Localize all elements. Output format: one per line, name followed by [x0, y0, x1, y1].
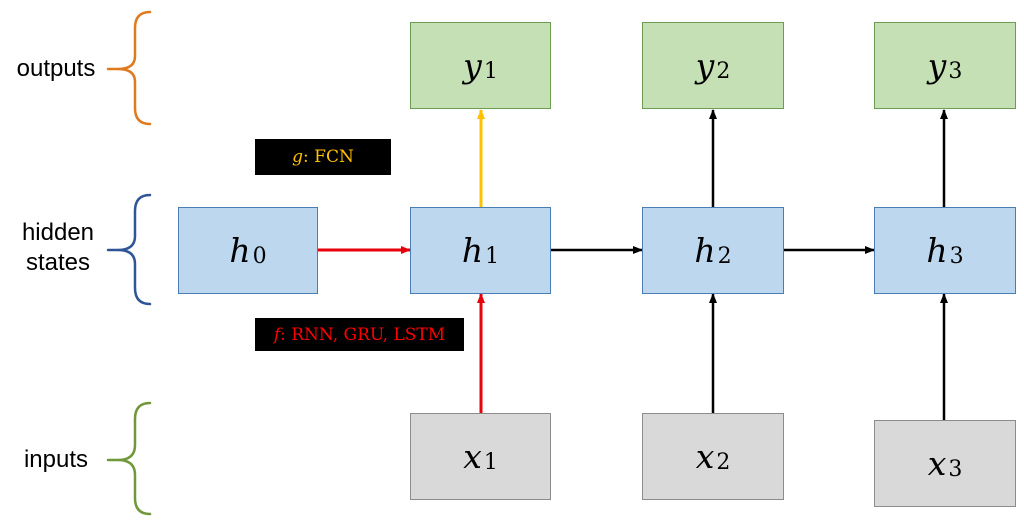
label-g-symbol: g [292, 147, 304, 167]
inputs-label: inputs [6, 445, 106, 475]
outputs-label: outputs [6, 54, 106, 84]
inputs-brace [106, 401, 152, 516]
hidden-states-label: hidden states [4, 218, 112, 278]
label-g-fcn: g: FCN [255, 139, 391, 175]
label-f-symbol: f [273, 324, 281, 345]
node-h0-base: h [229, 231, 251, 270]
hidden-brace [106, 193, 152, 306]
outputs-label-text: outputs [16, 55, 96, 82]
node-y1-base: y [463, 46, 482, 85]
node-h3-base: h [926, 231, 948, 270]
label-f-text: : RNN, GRU, LSTM [280, 324, 446, 345]
node-x3-base: x [927, 444, 947, 483]
node-h2-base: h [694, 231, 716, 270]
label-f-rnn: f: RNN, GRU, LSTM [255, 318, 464, 351]
hidden-label-line1: hidden [21, 219, 95, 246]
node-h1-base: h [461, 231, 484, 270]
hidden-label-line2: states [25, 249, 91, 276]
node-y2-base: y [695, 46, 715, 85]
node-x1-base: x [463, 437, 482, 476]
label-g-text: : FCN [303, 147, 354, 167]
node-x2-base: x [695, 437, 715, 476]
inputs-label-text: inputs [23, 446, 89, 473]
node-y3-base: y [927, 46, 947, 85]
outputs-brace [106, 10, 152, 126]
